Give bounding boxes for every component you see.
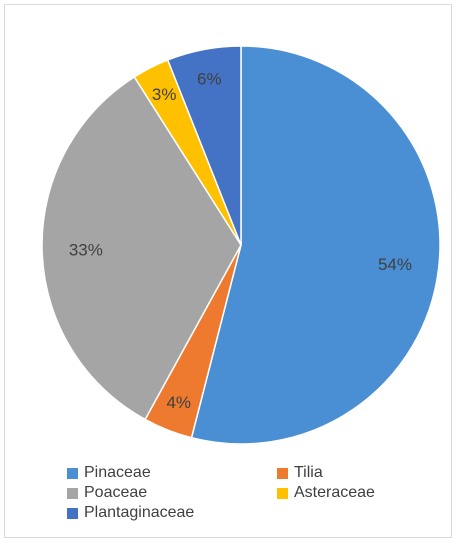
slice-label-plantaginaceae: 6% — [197, 69, 222, 88]
pie-slice-poaceae — [41, 75, 242, 421]
legend: Pinaceae Tilia Poaceae Asteraceae Planta… — [67, 463, 447, 523]
slice-label-asteraceae: 3% — [152, 85, 177, 104]
slice-label-pinaceae: 54% — [378, 255, 412, 274]
legend-swatch — [67, 487, 78, 499]
legend-item-tilia: Tilia — [277, 463, 447, 483]
legend-item-pinaceae: Pinaceae — [67, 463, 277, 483]
legend-label: Pinaceae — [84, 464, 151, 481]
legend-swatch — [277, 487, 288, 499]
legend-swatch — [67, 507, 78, 519]
pie-slice-plantaginaceae — [166, 45, 242, 246]
legend-swatch — [67, 467, 78, 479]
legend-item-poaceae: Poaceae — [67, 483, 277, 503]
legend-label: Plantaginaceae — [84, 504, 195, 521]
pie-slice-pinaceae — [190, 45, 441, 445]
pie-chart: 54% 4% 33% 3% 6% — [41, 45, 441, 445]
legend-item-plantaginaceae: Plantaginaceae — [67, 503, 277, 523]
legend-label: Tilia — [294, 464, 323, 481]
legend-label: Poaceae — [84, 484, 148, 501]
slice-label-tilia: 4% — [166, 393, 191, 412]
slice-label-poaceae: 33% — [69, 240, 103, 259]
chart-frame: 54% 4% 33% 3% 6% Pinaceae Tilia Poaceae Aste… — [4, 4, 452, 538]
legend-label: Asteraceae — [294, 484, 375, 501]
legend-swatch — [277, 467, 288, 479]
legend-item-asteraceae: Asteraceae — [277, 483, 447, 503]
